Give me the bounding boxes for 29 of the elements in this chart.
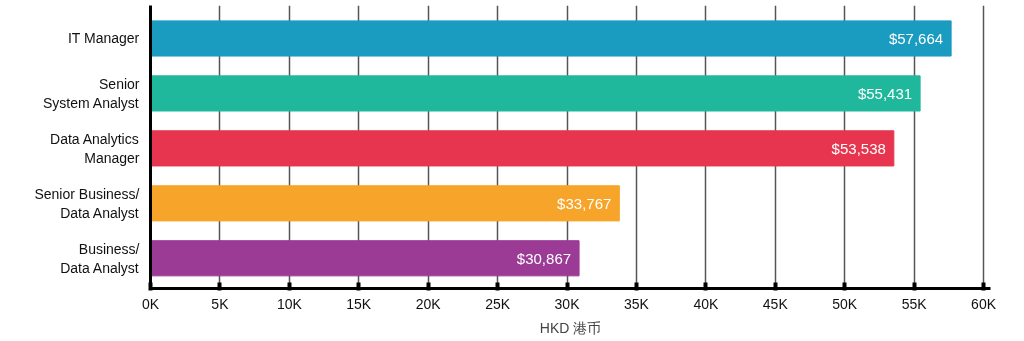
x-tick-label: 5K [211,295,230,312]
x-tick-label: 60K [971,295,997,312]
x-tick-label: 50K [832,295,858,312]
x-tick-label: 35K [624,295,650,312]
x-tick-label: 45K [762,295,789,312]
x-tick-label: 30K [554,295,581,312]
y-tick-label: Senior Business/ Data Analyst [34,185,140,221]
y-tick-label: Senior System Analyst [43,75,140,112]
y-tick-label: Business/ Data Analyst [60,240,140,276]
bar [150,185,620,222]
bar [150,130,895,167]
data-label: $30,867 [516,249,572,267]
x-tick-label: 15K [346,295,372,312]
x-tick-label: 25K [485,295,511,312]
x-tick-label: 40K [693,295,719,312]
y-tick-label: Data Analytics Manager [50,130,140,166]
data-label: $53,538 [831,139,886,157]
x-axis-title: HKD 港币 [539,319,602,336]
bar [150,75,921,112]
x-tick-label: 0K [141,295,160,312]
y-tick-label: IT Manager [67,30,140,47]
x-tick-label: 10K [276,295,303,312]
bar [150,20,952,57]
x-tick-label: 55K [901,295,928,312]
data-label: $55,431 [857,84,913,102]
data-label: $33,767 [557,194,612,212]
x-tick-label: 20K [415,295,442,312]
bar [150,240,580,277]
data-label: $57,664 [888,29,944,47]
